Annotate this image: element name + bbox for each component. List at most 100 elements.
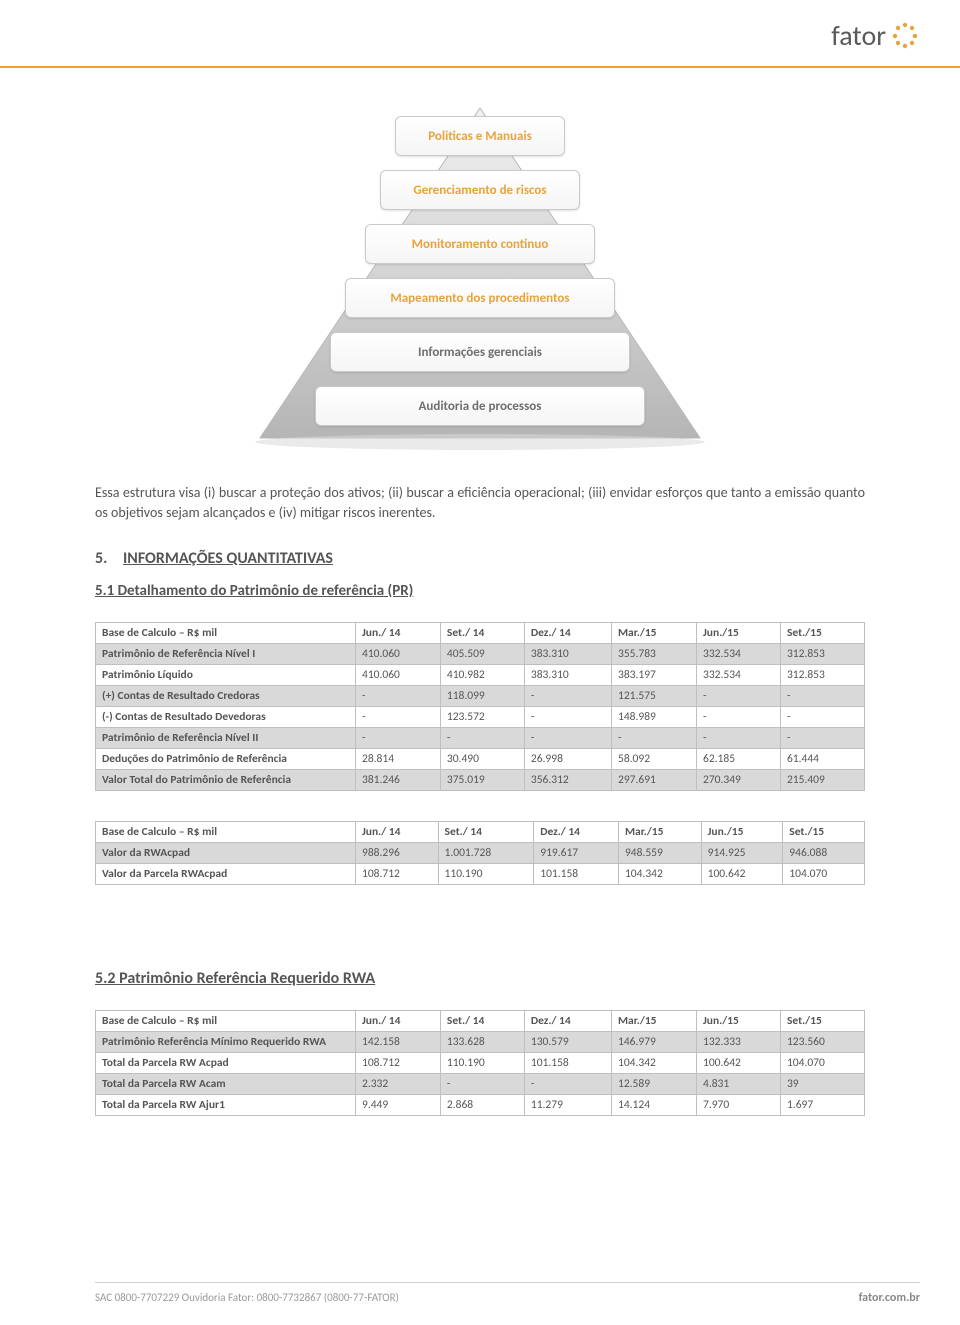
table-row: (+) Contas de Resultado Credoras-118.099…	[96, 685, 865, 706]
cell: 215.409	[780, 769, 864, 790]
row-label: Total da Parcela RW Acam	[96, 1073, 356, 1094]
cell: 101.158	[524, 1052, 611, 1073]
col-header: Set./ 14	[440, 622, 524, 643]
table-row: Patrimônio de Referência Nível I410.0604…	[96, 643, 865, 664]
cell: 104.342	[612, 1052, 697, 1073]
cell: 100.642	[701, 863, 783, 884]
cell: 1.697	[780, 1094, 864, 1115]
table-row: Patrimônio de Referência Nível II------	[96, 727, 865, 748]
pyramid-layer-5: Auditoria de processos	[315, 386, 645, 426]
cell: 11.279	[524, 1094, 611, 1115]
cell: 381.246	[356, 769, 441, 790]
pyramid-diagram: Politicas e Manuais Gerenciamento de risc…	[95, 98, 865, 458]
cell: 270.349	[696, 769, 780, 790]
footer-url: fator.com.br	[859, 1291, 920, 1305]
cell: 4.831	[696, 1073, 780, 1094]
cell: 110.190	[438, 863, 534, 884]
cell: 919.617	[534, 842, 619, 863]
table-row: Patrimônio Referência Mínimo Requerido R…	[96, 1031, 865, 1052]
row-label: Patrimônio de Referência Nível II	[96, 727, 356, 748]
page-header: fator	[0, 0, 960, 68]
section-5-title: INFORMAÇÕES QUANTITATIVAS	[123, 549, 333, 568]
cell: 312.853	[780, 643, 864, 664]
table-row: Valor da Parcela RWAcpad108.712110.19010…	[96, 863, 865, 884]
row-label: Patrimônio Referência Mínimo Requerido R…	[96, 1031, 356, 1052]
cell: 61.444	[780, 748, 864, 769]
pyramid-layer-3: Mapeamento dos procedimentos	[345, 278, 615, 318]
cell: 383.197	[612, 664, 697, 685]
cell: 356.312	[524, 769, 611, 790]
row-label: Valor da Parcela RWAcpad	[96, 863, 356, 884]
col-header: Jun./15	[696, 622, 780, 643]
logo-icon	[890, 21, 920, 51]
cell: 410.982	[440, 664, 524, 685]
cell: 100.642	[696, 1052, 780, 1073]
cell: 988.296	[356, 842, 439, 863]
pyramid-layer-2: Monitoramento continuo	[365, 224, 595, 264]
col-header: Mar./15	[612, 1010, 697, 1031]
cell: -	[356, 706, 441, 727]
row-label: (+) Contas de Resultado Credoras	[96, 685, 356, 706]
cell: 123.560	[780, 1031, 864, 1052]
col-header: Jun./ 14	[356, 821, 439, 842]
cell: 30.490	[440, 748, 524, 769]
col-header: Dez./ 14	[524, 622, 611, 643]
col-header: Jun./ 14	[356, 622, 441, 643]
cell: 375.019	[440, 769, 524, 790]
cell: -	[440, 1073, 524, 1094]
cell: 383.310	[524, 643, 611, 664]
pyramid-layer-1: Gerenciamento de riscos	[380, 170, 580, 210]
cell: 383.310	[524, 664, 611, 685]
cell: -	[780, 706, 864, 727]
logo-text: fator	[831, 18, 886, 53]
table-row: Patrimônio Líquido410.060410.982383.3103…	[96, 664, 865, 685]
col-header: Dez./ 14	[524, 1010, 611, 1031]
row-label: Total da Parcela RW Ajur1	[96, 1094, 356, 1115]
cell: 101.158	[534, 863, 619, 884]
logo: fator	[831, 18, 920, 53]
cell: -	[696, 685, 780, 706]
cell: 405.509	[440, 643, 524, 664]
cell: 146.979	[612, 1031, 697, 1052]
row-label: Patrimônio Líquido	[96, 664, 356, 685]
section-5-num: 5.	[95, 549, 107, 568]
col-header: Jun./15	[701, 821, 783, 842]
section-5-2-title: 5.2 Patrimônio Referência Requerido RWA	[95, 969, 865, 988]
pyramid-layer-0: Politicas e Manuais	[395, 116, 565, 156]
cell: 28.814	[356, 748, 441, 769]
cell: 108.712	[356, 1052, 441, 1073]
table-row: Valor da RWAcpad988.2961.001.728919.6179…	[96, 842, 865, 863]
section-5-heading: 5. INFORMAÇÕES QUANTITATIVAS	[95, 549, 865, 568]
cell: 39	[780, 1073, 864, 1094]
col-header: Set./ 14	[440, 1010, 524, 1031]
cell: -	[524, 706, 611, 727]
table-row: Deduções do Patrimônio de Referência28.8…	[96, 748, 865, 769]
cell: 410.060	[356, 643, 441, 664]
row-label: Deduções do Patrimônio de Referência	[96, 748, 356, 769]
cell: 1.001.728	[438, 842, 534, 863]
cell: 142.158	[356, 1031, 441, 1052]
col-header: Mar./15	[612, 622, 697, 643]
cell: 948.559	[618, 842, 701, 863]
cell: -	[696, 706, 780, 727]
row-label: (-) Contas de Resultado Devedoras	[96, 706, 356, 727]
cell: 312.853	[780, 664, 864, 685]
cell: 130.579	[524, 1031, 611, 1052]
cell: 133.628	[440, 1031, 524, 1052]
cell: -	[696, 727, 780, 748]
row-label: Valor da RWAcpad	[96, 842, 356, 863]
table-row: Total da Parcela RW Ajur19.4492.86811.27…	[96, 1094, 865, 1115]
cell: 123.572	[440, 706, 524, 727]
cell: -	[524, 727, 611, 748]
col-header: Set./15	[783, 821, 865, 842]
cell: 9.449	[356, 1094, 441, 1115]
cell: 332.534	[696, 664, 780, 685]
cell: 914.925	[701, 842, 783, 863]
t1-header0: Base de Calculo – R$ mil	[96, 622, 356, 643]
section-5-1-title: 5.1 Detalhamento do Patrimônio de referê…	[95, 582, 865, 600]
t3-header0: Base de Calculo – R$ mil	[96, 1010, 356, 1031]
col-header: Jun./ 14	[356, 1010, 441, 1031]
cell: 2.332	[356, 1073, 441, 1094]
cell: 104.070	[783, 863, 865, 884]
cell: 148.989	[612, 706, 697, 727]
